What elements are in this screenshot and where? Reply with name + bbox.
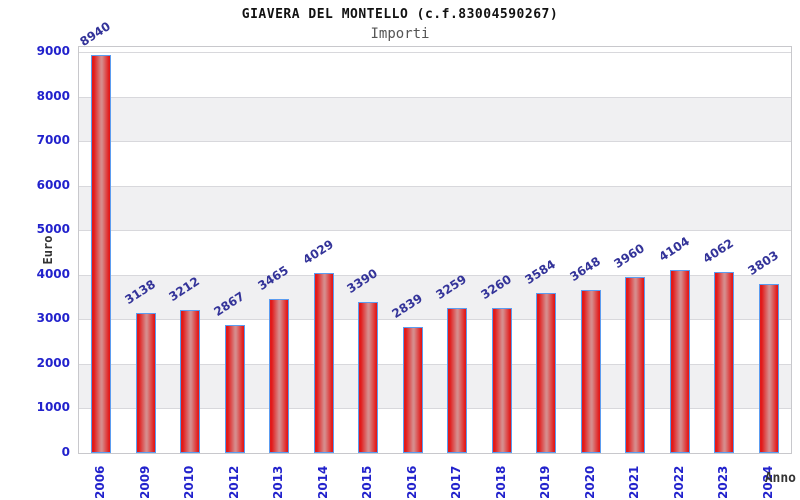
bar-2010 xyxy=(180,309,201,453)
y-tick-label: 2000 xyxy=(36,355,70,370)
y-tick-label: 4000 xyxy=(36,266,70,281)
x-tick-label: 2020 xyxy=(582,465,597,499)
bar-2022 xyxy=(669,270,690,453)
x-tick-label: 2014 xyxy=(315,465,330,499)
bar-value-label: 8940 xyxy=(77,18,114,49)
bar-2013 xyxy=(269,298,290,453)
y-axis-title: Euro xyxy=(41,235,55,265)
bar-2012 xyxy=(224,325,245,453)
x-tick-label: 2009 xyxy=(137,465,152,499)
bar-2009 xyxy=(135,313,156,453)
x-tick-label: 2017 xyxy=(449,465,464,499)
chart-title: GIAVERA DEL MONTELLO (c.f.83004590267) xyxy=(241,7,559,22)
bar-2017 xyxy=(447,307,468,453)
bar-2019 xyxy=(536,293,557,453)
x-tick-label: 2013 xyxy=(271,465,286,499)
y-tick-label: 9000 xyxy=(36,44,70,58)
y-tick-label: 1000 xyxy=(36,400,70,415)
chart-subtitle: Importi xyxy=(370,26,430,42)
y-tick-label: 7000 xyxy=(36,133,70,148)
bar-2020 xyxy=(580,290,601,453)
grid-band xyxy=(79,185,791,231)
y-tick-label: 0 xyxy=(61,445,70,459)
x-tick-label: 2012 xyxy=(226,465,241,499)
x-tick-label: 2010 xyxy=(182,465,197,499)
bar-2018 xyxy=(491,307,512,453)
bar-2021 xyxy=(625,276,646,453)
x-tick-label: 2015 xyxy=(360,465,375,499)
x-tick-label: 2021 xyxy=(627,465,642,499)
grid-band xyxy=(79,96,791,142)
bar-2024 xyxy=(758,283,779,453)
x-tick-label: 2016 xyxy=(404,465,419,499)
grid-band xyxy=(79,230,791,275)
grid-band xyxy=(79,141,791,186)
y-tick-label: 3000 xyxy=(36,311,70,326)
bar-2023 xyxy=(714,272,735,453)
x-tick-label: 2018 xyxy=(493,465,508,499)
x-axis-title: Anno xyxy=(764,471,796,486)
plot-area xyxy=(78,46,792,454)
bar-2016 xyxy=(402,326,423,453)
bar-2006 xyxy=(91,54,112,453)
y-tick-label: 8000 xyxy=(36,88,70,103)
grid-band xyxy=(79,52,791,97)
x-tick-label: 2022 xyxy=(671,465,686,499)
y-tick-label: 6000 xyxy=(36,177,70,192)
bar-2015 xyxy=(358,301,379,453)
bar-2014 xyxy=(313,273,334,453)
x-tick-label: 2023 xyxy=(716,465,731,499)
y-tick-label: 5000 xyxy=(36,222,70,237)
x-tick-label: 2019 xyxy=(538,465,553,499)
x-tick-label: 2006 xyxy=(93,465,108,499)
